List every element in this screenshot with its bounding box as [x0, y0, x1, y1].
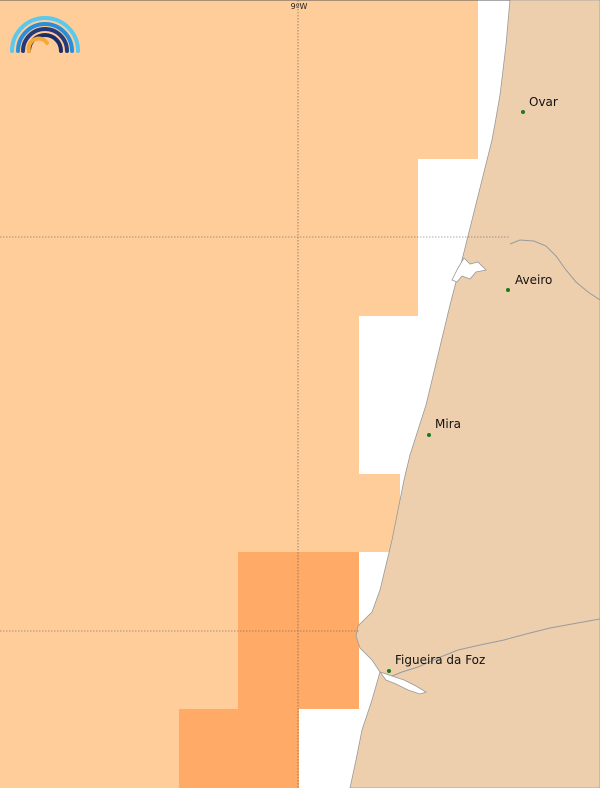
rainbow-logo-icon: [10, 16, 80, 53]
city-label: Aveiro: [515, 273, 552, 287]
sea-tiles-dark: [179, 552, 359, 788]
city-ovar[interactable]: Ovar: [521, 95, 558, 114]
graticule: [0, 0, 510, 788]
city-figueira-da-foz[interactable]: Figueira da Foz: [387, 653, 485, 673]
rivers: [391, 239, 600, 677]
sea-tiles-light: [0, 0, 478, 788]
city-aveiro[interactable]: Aveiro: [506, 273, 552, 292]
city-dot: [521, 110, 525, 114]
mondego-estuary: [378, 671, 427, 695]
city-dot: [387, 669, 391, 673]
city-label: Mira: [435, 417, 461, 431]
aveiro-lagoon: [451, 257, 487, 283]
city-dot: [506, 288, 510, 292]
city-label: Figueira da Foz: [395, 653, 485, 667]
city-dot: [427, 433, 431, 437]
city-label: Ovar: [529, 95, 558, 109]
land-area: [349, 0, 600, 788]
city-mira[interactable]: Mira: [427, 417, 461, 437]
longitude-label: 9ºW: [291, 2, 308, 11]
